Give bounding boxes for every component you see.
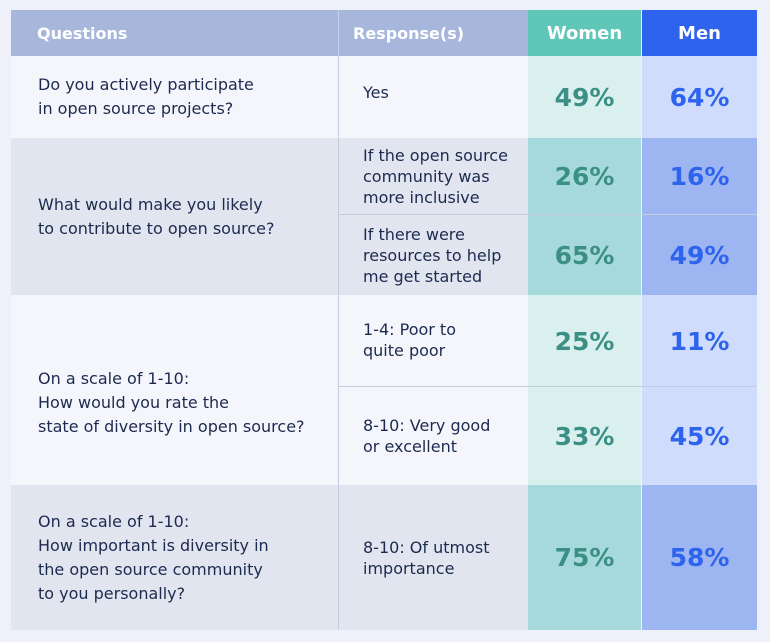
response-2-line-2: community was xyxy=(363,167,490,186)
women-value-4: 25% xyxy=(528,295,641,387)
question-2-line-1: What would make you likely xyxy=(38,194,263,214)
question-4-line-2: How important is diversity in xyxy=(38,535,269,555)
row-divider-2 xyxy=(339,214,757,215)
header-responses-label: Response(s) xyxy=(353,23,465,43)
men-value-6: 58% xyxy=(642,485,757,630)
question-3: On a scale of 1-10: How would you rate t… xyxy=(11,295,338,485)
question-4-line-4: to you personally? xyxy=(38,583,186,603)
women-value-1-text: 49% xyxy=(554,82,615,112)
men-value-3-text: 49% xyxy=(669,240,730,270)
header-women-label: Women xyxy=(546,22,623,44)
question-2: What would make you likely to contribute… xyxy=(11,138,338,295)
question-2-line-2: to contribute to open source? xyxy=(38,218,275,238)
women-value-6-text: 75% xyxy=(554,543,615,572)
question-4: On a scale of 1-10: How important is div… xyxy=(11,485,338,630)
response-6: 8-10: Of utmost importance xyxy=(339,485,528,630)
header-women: Women xyxy=(528,10,641,56)
women-value-3: 65% xyxy=(528,215,641,295)
response-1: Yes xyxy=(339,56,528,138)
response-3-line-3: me get started xyxy=(363,266,483,286)
response-2-line-3: more inclusive xyxy=(363,188,480,207)
header-men-label: Men xyxy=(678,22,721,44)
women-value-5-text: 33% xyxy=(554,421,615,451)
women-value-5: 33% xyxy=(528,387,641,485)
women-value-4-text: 25% xyxy=(554,326,615,356)
men-value-6-text: 58% xyxy=(669,543,730,572)
response-3-line-1: If there were xyxy=(363,224,465,244)
women-value-1: 49% xyxy=(528,56,641,138)
response-5-line-1: 8-10: Very good xyxy=(363,416,491,435)
men-value-5: 45% xyxy=(642,387,757,485)
question-1: Do you actively participate in open sour… xyxy=(11,56,338,138)
header-questions: Questions xyxy=(11,10,338,56)
women-value-6: 75% xyxy=(528,485,641,630)
response-4: 1-4: Poor to quite poor xyxy=(339,295,528,387)
response-1-line-1: Yes xyxy=(363,82,389,102)
response-3-line-2: resources to help xyxy=(363,245,502,265)
header-men: Men xyxy=(642,10,757,56)
men-value-2: 16% xyxy=(642,138,757,215)
response-5: 8-10: Very good or excellent xyxy=(339,387,528,485)
response-4-line-2: quite poor xyxy=(363,341,446,360)
women-value-3-text: 65% xyxy=(554,240,615,270)
women-value-2-text: 26% xyxy=(554,162,615,191)
response-3: If there were resources to help me get s… xyxy=(339,215,528,295)
response-4-line-1: 1-4: Poor to xyxy=(363,320,456,339)
question-3-line-1: On a scale of 1-10: xyxy=(38,369,190,388)
men-value-1-text: 64% xyxy=(669,82,730,112)
header-responses: Response(s) xyxy=(338,10,528,56)
question-4-line-3: the open source community xyxy=(38,559,263,579)
column-divider xyxy=(338,56,339,630)
men-value-2-text: 16% xyxy=(669,162,730,191)
row-divider-4 xyxy=(339,386,757,387)
response-5-line-2: or excellent xyxy=(363,437,457,456)
question-1-line-1: Do you actively participate xyxy=(38,75,254,94)
men-value-1: 64% xyxy=(642,56,757,138)
response-2: If the open source community was more in… xyxy=(339,138,528,215)
question-1-line-2: in open source projects? xyxy=(38,99,234,118)
men-value-4: 11% xyxy=(642,295,757,387)
men-value-5-text: 45% xyxy=(669,421,730,451)
header-questions-label: Questions xyxy=(37,23,128,43)
question-4-line-1: On a scale of 1-10: xyxy=(38,511,190,531)
response-6-line-1: 8-10: Of utmost xyxy=(363,537,490,557)
women-value-2: 26% xyxy=(528,138,641,215)
men-value-3: 49% xyxy=(642,215,757,295)
question-3-line-2: How would you rate the xyxy=(38,393,230,412)
men-value-4-text: 11% xyxy=(669,326,730,356)
response-6-line-2: importance xyxy=(363,558,455,578)
response-2-line-1: If the open source xyxy=(363,146,508,165)
question-3-line-3: state of diversity in open source? xyxy=(38,417,305,436)
